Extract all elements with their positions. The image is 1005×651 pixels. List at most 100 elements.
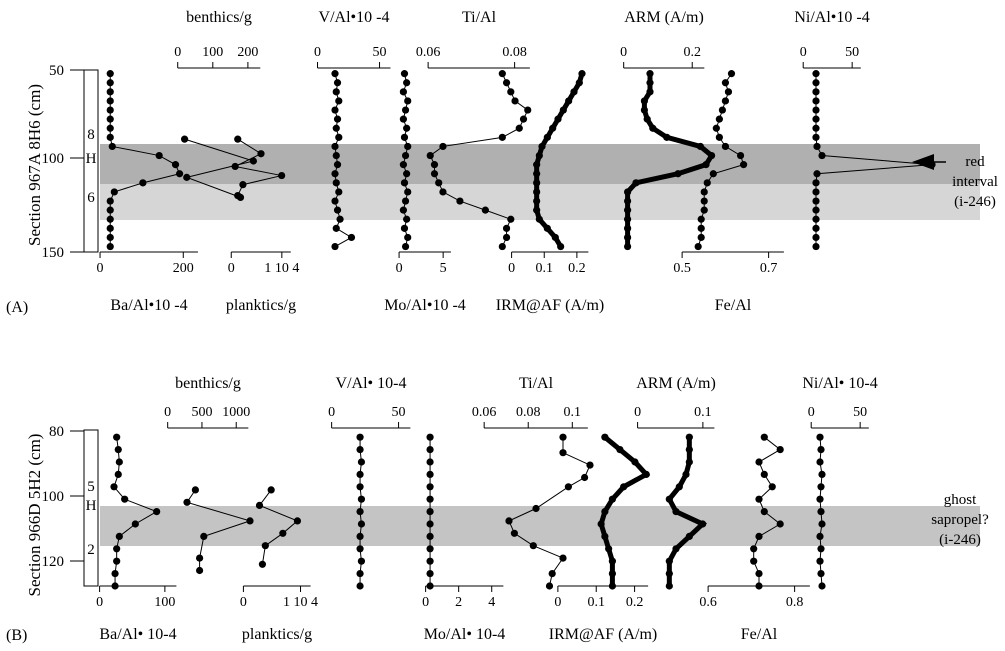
data-point-arm-4 (640, 106, 649, 114)
scale-tick-label-fe: 0.6 (699, 595, 717, 610)
scale-tick-label-ni: 0 (808, 405, 815, 420)
data-point-mo-8 (426, 532, 434, 541)
data-point-arm-3 (682, 470, 690, 478)
highlight-band-dark-b (100, 506, 980, 546)
data-point-fe-17 (697, 224, 705, 232)
data-point-v-11 (331, 170, 339, 178)
annotation-b-line-1: ghost (944, 492, 977, 508)
data-point-fe-12 (755, 582, 763, 590)
data-point-v-9 (356, 545, 364, 553)
data-point-ni-8 (813, 142, 821, 151)
data-point-v-4 (331, 106, 339, 114)
data-point-irm-11 (533, 170, 541, 178)
data-point-arm-16 (624, 215, 632, 223)
data-point-arm-15 (624, 206, 632, 214)
annotation-line-1: red (965, 154, 985, 170)
data-point-irm-0 (578, 70, 586, 78)
column-label-ni: Ni/Al•10 -4 (794, 9, 869, 26)
data-point-v-7 (357, 520, 366, 528)
scale-tick-label-mo: 0 (396, 261, 403, 276)
column-fe: 0.6 0.8 Fe/Al (699, 433, 810, 643)
data-point-v-14 (331, 197, 339, 205)
data-point-planktics-5 (258, 560, 267, 568)
data-point-ti-10 (430, 161, 439, 169)
columns-a: 0 200 Ba/Al•10 -4 0 100 200 benthics/g 0 1 10 4 p… (97, 9, 936, 314)
data-point-arm-3 (640, 97, 649, 105)
data-point-fe-7 (715, 133, 723, 141)
data-point-fe-4 (718, 106, 727, 114)
data-point-ni-8 (816, 532, 824, 541)
data-point-mo-2 (399, 88, 407, 96)
data-point-fe-12 (703, 179, 711, 187)
data-point-v-17 (332, 224, 340, 232)
scale-tick-label-ti: 0.06 (416, 45, 441, 60)
data-point-ti-6 (505, 517, 513, 525)
data-point-ba-7 (131, 520, 139, 528)
data-point-v-1 (333, 79, 342, 87)
core-column-a (83, 69, 99, 253)
core-label-a-bot: 6 (87, 190, 95, 206)
data-point-arm-12 (665, 582, 673, 590)
data-point-planktics-0 (267, 486, 275, 494)
data-point-ba-3 (106, 97, 114, 105)
data-point-ni-19 (812, 242, 820, 251)
data-point-mo-4 (401, 106, 410, 114)
column-fe: 0.5 0.7 Fe/Al (673, 70, 784, 314)
scale-tick-label-benthics: 100 (202, 45, 223, 60)
data-point-mo-6 (426, 508, 434, 516)
data-point-ni-1 (817, 446, 825, 454)
data-point-fe-8 (755, 532, 763, 541)
data-point-ti-1 (559, 449, 567, 457)
data-point-planktics-4 (239, 181, 247, 189)
data-point-arm-1 (685, 446, 693, 454)
data-point-ti-19 (498, 242, 506, 251)
scale-tick-label-irm: 0.1 (535, 261, 553, 276)
column-ni: 0 50 Ni/Al• 10-4 (802, 375, 878, 590)
data-point-ti-0 (559, 433, 567, 441)
scale-tick-label-v: 50 (392, 405, 406, 420)
data-point-fe-3 (760, 470, 768, 478)
data-point-fe-15 (700, 206, 708, 214)
data-point-arm-0 (646, 70, 654, 78)
scale-tick-label-mo: 0 (422, 595, 429, 610)
data-point-irm-14 (533, 197, 541, 205)
data-point-ba-6 (106, 124, 114, 132)
data-point-mo-0 (426, 433, 434, 441)
data-point-fe-19 (694, 242, 702, 251)
data-point-mo-0 (400, 70, 409, 78)
data-point-irm-10 (533, 161, 541, 169)
data-point-arm-2 (646, 88, 654, 96)
annotation-line-2: interval (952, 174, 998, 190)
scale-tick-label-irm: 0 (554, 595, 561, 610)
section-title-b: Section 966D 5H2 (cm) (25, 434, 44, 597)
data-point-ti-11 (430, 170, 439, 178)
data-point-mo-1 (426, 446, 434, 454)
depth-tick-a-150: 150 (42, 245, 65, 261)
data-point-ti-3 (511, 97, 519, 105)
data-point-irm-0 (601, 433, 609, 441)
column-planktics: 0 1 10 4 planktics/g (226, 135, 299, 314)
data-point-ba-4 (106, 106, 114, 114)
data-point-irm-10 (608, 557, 617, 565)
data-point-irm-12 (608, 582, 617, 590)
data-point-benthics-1 (183, 498, 191, 506)
data-point-arm-8 (685, 532, 693, 541)
column-benthics: 0 500 1000 benthics/g (164, 375, 254, 575)
data-point-v-9 (332, 151, 340, 160)
data-point-planktics-3 (278, 171, 286, 180)
data-point-ba-1 (114, 446, 122, 454)
data-point-arm-10 (665, 557, 673, 565)
data-point-arm-13 (624, 188, 632, 196)
data-point-ba-12 (111, 582, 119, 590)
data-point-ba-15 (106, 206, 114, 214)
annotation-ghost-sapropel: ghost sapropel? (i-246) (931, 492, 989, 548)
scale-tick-label-ba: 100 (154, 595, 175, 610)
data-point-v-8 (331, 142, 339, 151)
scale-tick-label-fe: 0.8 (786, 595, 804, 610)
data-point-v-0 (331, 70, 339, 78)
data-point-ni-2 (816, 458, 824, 466)
column-ti: 0.06 0.08 Ti/Al (416, 9, 532, 251)
data-point-ba-3 (114, 470, 122, 478)
data-point-v-11 (356, 570, 364, 578)
data-point-mo-9 (401, 151, 410, 160)
